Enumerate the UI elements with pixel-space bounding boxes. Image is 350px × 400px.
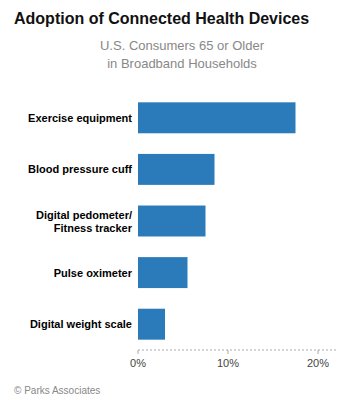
category-label: Blood pressure cuff xyxy=(28,163,132,175)
category-label: Digital pedometer/Fitness tracker xyxy=(36,209,133,234)
x-tick-label: 0% xyxy=(130,357,146,369)
category-label: Exercise equipment xyxy=(28,112,132,124)
x-tick xyxy=(228,350,229,354)
title: Adoption of Connected Health Devices xyxy=(14,10,309,27)
chart-container: Adoption of Connected Health Devices U.S.… xyxy=(0,0,350,400)
category-label: Pulse oximeter xyxy=(54,267,133,279)
bar xyxy=(138,206,206,237)
bar xyxy=(138,154,215,185)
x-tick xyxy=(138,350,139,354)
chart-svg: Adoption of Connected Health Devices U.S.… xyxy=(0,0,350,400)
footer: © Parks Associates xyxy=(14,385,100,396)
bars xyxy=(138,102,296,339)
background xyxy=(0,0,350,400)
category-label: Digital weight scale xyxy=(30,318,132,330)
bar xyxy=(138,102,296,133)
y-axis-labels: Digital weight scale Pulse oximeter Digita… xyxy=(28,112,133,330)
bar xyxy=(138,257,188,288)
x-tick-label: 10% xyxy=(217,357,239,369)
bar xyxy=(138,309,165,340)
subtitle: U.S. Consumers 65 or Olderin Broadband H… xyxy=(100,38,265,71)
x-axis: 0% 10% 20% xyxy=(130,350,336,369)
x-axis-line xyxy=(138,350,336,351)
x-tick xyxy=(318,350,319,354)
x-tick-label: 20% xyxy=(307,357,329,369)
